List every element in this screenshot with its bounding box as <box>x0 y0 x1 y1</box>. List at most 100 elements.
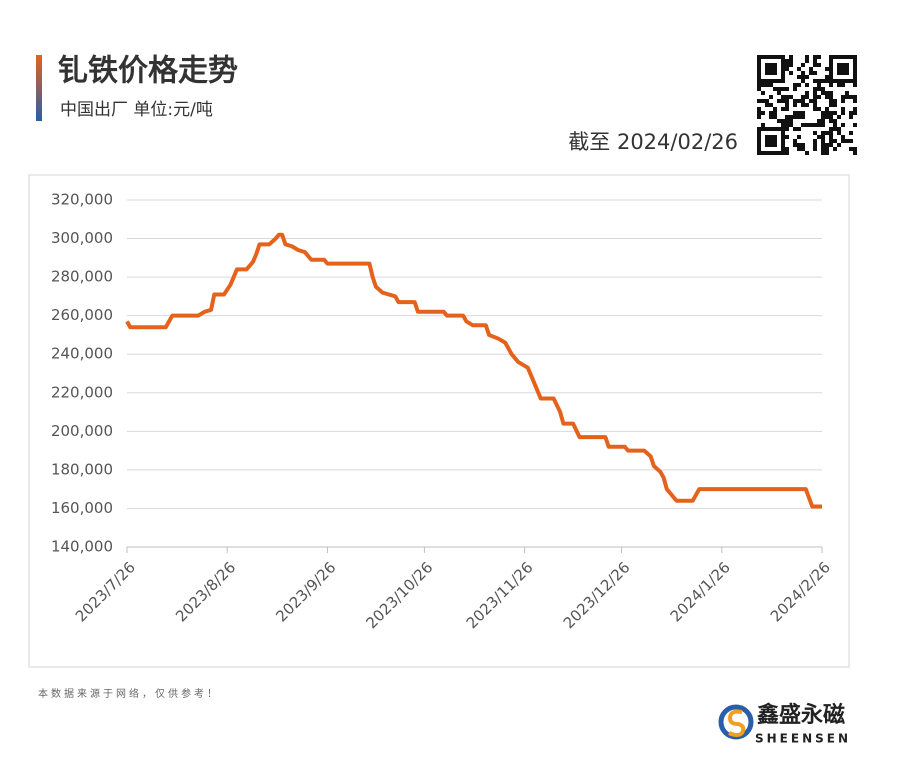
qr-module <box>789 71 793 75</box>
qr-module <box>853 107 857 111</box>
qr-module <box>801 71 805 75</box>
qr-module <box>813 63 817 67</box>
qr-module <box>761 123 765 127</box>
qr-module <box>797 83 801 87</box>
qr-module <box>773 115 777 119</box>
qr-module <box>801 143 805 147</box>
qr-module <box>853 83 857 87</box>
qr-module <box>841 99 845 103</box>
qr-module <box>829 83 833 87</box>
qr-module <box>829 143 833 147</box>
qr-module <box>813 95 817 99</box>
qr-module <box>821 135 825 139</box>
qr-module <box>809 123 813 127</box>
qr-module <box>853 99 857 103</box>
logo-icon <box>718 704 754 740</box>
qr-module <box>761 83 765 87</box>
qr-module <box>765 99 769 103</box>
qr-finder <box>757 55 785 83</box>
qr-finder <box>829 55 857 83</box>
qr-module <box>829 127 833 131</box>
source-note: 本数据来源于网络，仅供参考！ <box>38 687 220 700</box>
qr-module <box>837 127 841 131</box>
qr-module <box>813 87 817 91</box>
qr-module <box>833 99 837 103</box>
x-tick-label: 2023/12/26 <box>560 558 634 632</box>
y-tick-label: 260,000 <box>51 306 113 324</box>
qr-module <box>809 99 813 103</box>
qr-module <box>793 139 797 143</box>
qr-module <box>785 107 789 111</box>
qr-module <box>769 115 773 119</box>
qr-module <box>853 123 857 127</box>
qr-module <box>785 59 789 63</box>
qr-module <box>825 75 829 79</box>
qr-module <box>853 95 857 99</box>
qr-module <box>821 147 825 151</box>
qr-module <box>789 55 793 59</box>
qr-module <box>813 59 817 63</box>
qr-module <box>845 139 849 143</box>
qr-module <box>781 107 785 111</box>
qr-finder <box>837 63 849 75</box>
qr-module <box>829 91 833 95</box>
qr-module <box>825 147 829 151</box>
qr-module <box>785 147 789 151</box>
qr-module <box>813 99 817 103</box>
qr-module <box>841 83 845 87</box>
qr-module <box>833 127 837 131</box>
qr-module <box>789 63 793 67</box>
qr-module <box>801 147 805 151</box>
qr-module <box>781 99 785 103</box>
qr-module <box>769 95 773 99</box>
qr-module <box>793 111 797 115</box>
qr-module <box>765 83 769 87</box>
qr-module <box>761 99 765 103</box>
qr-module <box>825 111 829 115</box>
x-tick-label: 2023/9/26 <box>272 558 339 625</box>
qr-module <box>801 95 805 99</box>
price-line <box>125 232 822 509</box>
qr-module <box>785 151 789 155</box>
qr-module <box>797 135 801 139</box>
qr-module <box>785 135 789 139</box>
qr-module <box>809 67 813 71</box>
qr-module <box>833 123 837 127</box>
qr-module <box>813 123 817 127</box>
qr-module <box>833 111 837 115</box>
qr-module <box>841 135 845 139</box>
qr-module <box>793 87 797 91</box>
x-tick-label: 2023/8/26 <box>172 558 239 625</box>
qr-module <box>821 143 825 147</box>
qr-module <box>817 119 821 123</box>
qr-module <box>797 115 801 119</box>
qr-module <box>805 95 809 99</box>
qr-module <box>785 123 789 127</box>
qr-module <box>817 63 821 67</box>
qr-module <box>757 107 761 111</box>
qr-module <box>825 131 829 135</box>
y-tick-label: 160,000 <box>51 499 113 517</box>
qr-module <box>793 99 797 103</box>
qr-module <box>785 63 789 67</box>
accent-bar <box>36 55 42 121</box>
qr-module <box>825 143 829 147</box>
qr-module <box>829 135 833 139</box>
qr-module <box>793 103 797 107</box>
qr-module <box>773 87 777 91</box>
qr-finder <box>757 127 785 155</box>
qr-module <box>757 111 761 115</box>
qr-finder <box>765 135 777 147</box>
qr-module <box>821 87 825 91</box>
qr-module <box>773 107 777 111</box>
qr-module <box>781 123 785 127</box>
qr-module <box>777 99 781 103</box>
qr-module <box>849 139 853 143</box>
qr-module <box>817 123 821 127</box>
qr-module <box>777 87 781 91</box>
x-tick-label: 2023/11/26 <box>463 558 537 632</box>
x-tick-label: 2023/7/26 <box>72 558 139 625</box>
y-tick-label: 280,000 <box>51 268 113 286</box>
qr-module <box>829 99 833 103</box>
